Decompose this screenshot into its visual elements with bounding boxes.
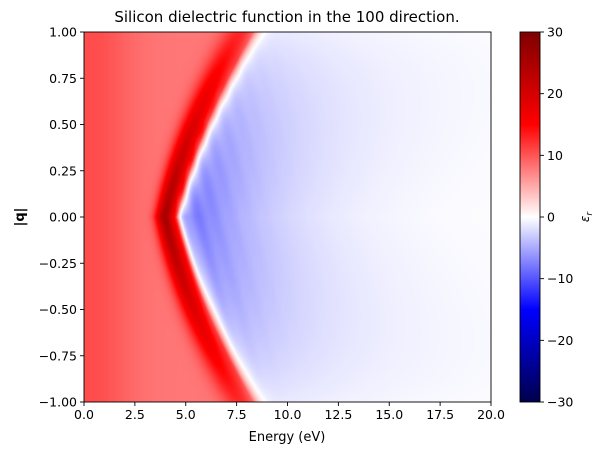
colorbar-tick-label: 20 bbox=[547, 86, 563, 101]
colorbar-tick-label: −20 bbox=[547, 333, 573, 348]
chart-title: Silicon dielectric function in the 100 d… bbox=[114, 8, 459, 26]
heatmap-canvas bbox=[84, 32, 491, 402]
y-tick-label: 0.00 bbox=[49, 210, 77, 225]
colorbar-tick-label: −30 bbox=[547, 395, 573, 410]
colorbar-tick-label: 30 bbox=[547, 25, 563, 40]
y-axis: 1.00 0.75 0.50 0.25 0.00 −0.25 −0.50 −0.75 −1.00 bbox=[39, 25, 84, 410]
y-axis-label: |q| bbox=[13, 208, 28, 227]
colorbar-ticks: 30 20 10 0 −10 −20 −30 bbox=[540, 25, 573, 410]
colorbar-label-subscript: r bbox=[585, 211, 595, 216]
y-tick-label: −1.00 bbox=[39, 395, 77, 410]
y-tick-label: −0.75 bbox=[39, 348, 77, 363]
y-tick-label: 0.50 bbox=[49, 117, 77, 132]
colorbar-tick-label: 10 bbox=[547, 148, 563, 163]
x-tick-label: 10.0 bbox=[274, 407, 302, 422]
x-axis-label: Energy (eV) bbox=[249, 430, 326, 445]
y-tick-label: 0.75 bbox=[49, 71, 77, 86]
colorbar-gradient bbox=[519, 31, 541, 403]
colorbar-label: εr bbox=[578, 211, 595, 223]
colorbar: 30 20 10 0 −10 −20 −30 εr bbox=[519, 25, 595, 410]
x-axis: 0.0 2.5 5.0 7.5 10.0 12.5 15.0 17.5 20.0 bbox=[74, 402, 505, 422]
y-tick-label: −0.25 bbox=[39, 256, 77, 271]
colorbar-tick-label: −10 bbox=[547, 271, 573, 286]
x-tick-label: 12.5 bbox=[324, 407, 352, 422]
y-tick-label: 0.25 bbox=[49, 163, 77, 178]
x-tick-label: 20.0 bbox=[477, 407, 505, 422]
x-tick-label: 7.5 bbox=[227, 407, 247, 422]
heatmap-plot bbox=[83, 31, 492, 403]
y-tick-label: −0.50 bbox=[39, 302, 77, 317]
x-tick-label: 15.0 bbox=[375, 407, 403, 422]
x-tick-label: 5.0 bbox=[176, 407, 196, 422]
x-tick-label: 2.5 bbox=[125, 407, 145, 422]
colorbar-tick-label: 0 bbox=[547, 210, 555, 225]
x-tick-label: 17.5 bbox=[426, 407, 454, 422]
y-tick-label: 1.00 bbox=[49, 25, 77, 40]
x-tick-label: 0.0 bbox=[74, 407, 94, 422]
